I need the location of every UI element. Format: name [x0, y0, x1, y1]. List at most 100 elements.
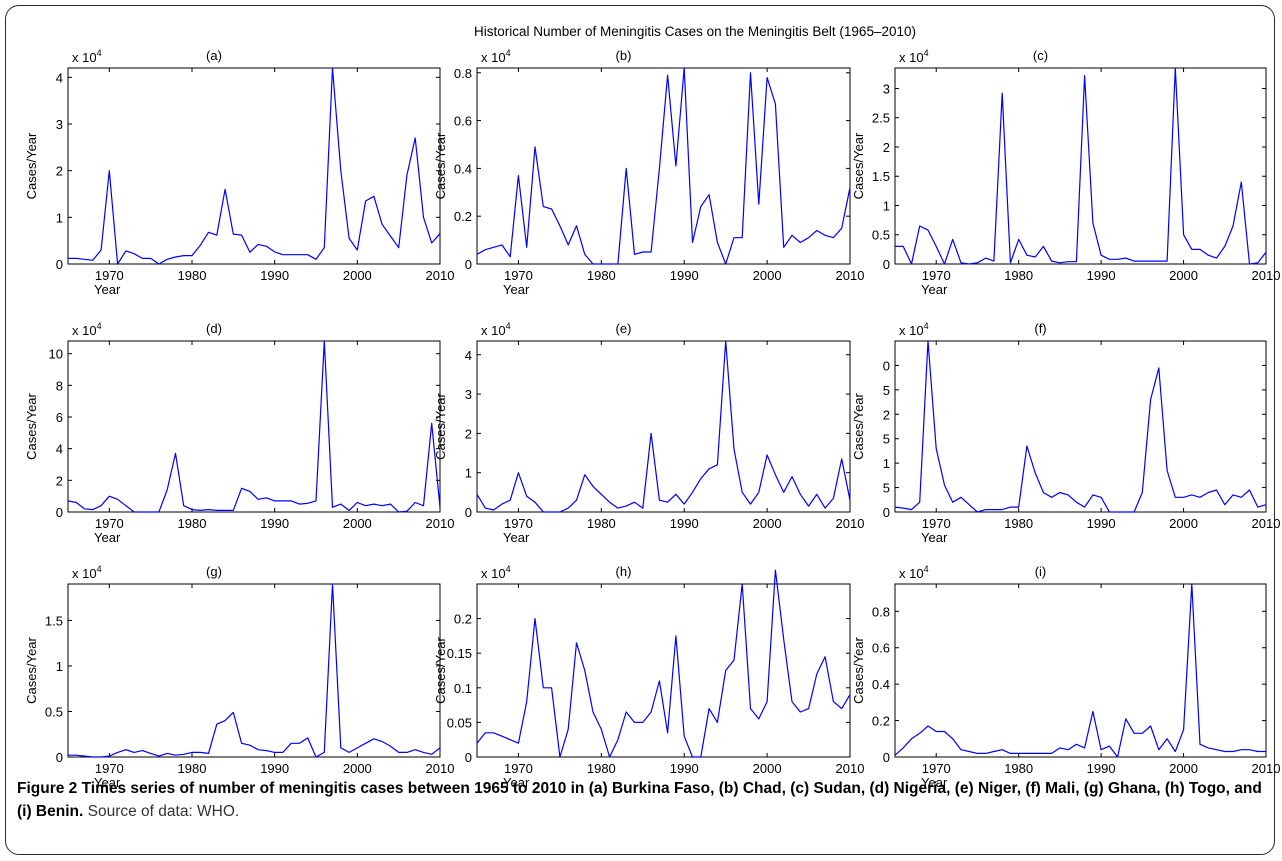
- y-tick-label: 0.6: [872, 641, 890, 656]
- x-tick-label: 2010: [426, 516, 455, 531]
- x-tick-label: 2000: [753, 761, 782, 776]
- y-tick-label: 0: [883, 358, 890, 373]
- series-line: [68, 583, 441, 758]
- scale-exponent: 4: [97, 321, 102, 331]
- x-tick-label: 1990: [1087, 761, 1116, 776]
- scale-base: x 10: [899, 566, 924, 581]
- y-tick-label: 6: [56, 410, 63, 425]
- x-axis-label: Year: [921, 775, 948, 790]
- y-tick-label: 3: [56, 117, 63, 132]
- caption-main: Figure 2 Times series of number of menin…: [17, 780, 1262, 820]
- y-tick-label: 0.5: [872, 228, 890, 243]
- panel-label: (i): [1035, 564, 1047, 579]
- y-tick-label: 5: [883, 432, 890, 447]
- y-axis-label: Cases/Year: [433, 636, 448, 703]
- x-tick-label: 1970: [922, 761, 951, 776]
- y-tick-label: 2.5: [872, 111, 890, 126]
- x-axis-label: Year: [503, 775, 530, 790]
- y-tick-label: 1.5: [45, 613, 63, 628]
- series-line: [67, 340, 441, 513]
- x-tick-label: 1990: [670, 516, 699, 531]
- y-tick-label: 1: [883, 198, 890, 213]
- figure-caption: Figure 2 Times series of number of menin…: [17, 777, 1262, 823]
- x-tick-label: 1980: [178, 516, 207, 531]
- x-tick-label: 2010: [836, 516, 865, 531]
- y-axis-label: Cases/Year: [24, 132, 39, 199]
- y-tick-label: 0.2: [454, 209, 472, 224]
- series-line: [476, 67, 851, 265]
- panel-label: (a): [206, 48, 222, 63]
- x-axis-label: Year: [94, 282, 121, 297]
- y-tick-label: 4: [56, 442, 63, 457]
- axis-scale-factor: x 104: [72, 48, 102, 65]
- y-tick-label: 4: [465, 348, 472, 363]
- y-tick-label: 0.6: [454, 114, 472, 129]
- axes-box: [894, 67, 1267, 265]
- axes-box: [476, 67, 851, 265]
- x-tick-label: 2010: [1252, 761, 1281, 776]
- x-tick-label: 2010: [426, 268, 455, 283]
- x-axis-label: Year: [94, 530, 121, 545]
- axis-scale-factor: x 104: [899, 564, 929, 581]
- x-axis-label: Year: [503, 282, 530, 297]
- panel-h: 1970 1980 1990 2000 2010 0 0.05 0.1 0.15 0.2 (h) x …: [433, 564, 864, 790]
- axes-box: [476, 583, 851, 758]
- x-tick-label: 1980: [178, 268, 207, 283]
- y-tick-label: 0: [465, 750, 472, 765]
- axes-box: [894, 583, 1267, 758]
- x-tick-label: 2010: [426, 761, 455, 776]
- y-tick-label: 0.1: [454, 681, 472, 696]
- scale-base: x 10: [72, 566, 97, 581]
- panel-f: 1970 1980 1990 2000 2010 0 5 1 5 2 5 0 (f) x 104 Year C…: [851, 321, 1280, 545]
- x-tick-label: 1990: [260, 516, 289, 531]
- x-tick-label: 1980: [587, 516, 616, 531]
- panel-label: (f): [1034, 321, 1046, 336]
- axis-scale-factor: x 104: [72, 564, 102, 581]
- x-axis-label: Year: [94, 775, 121, 790]
- scale-base: x 10: [481, 323, 506, 338]
- panel-label: (g): [206, 564, 222, 579]
- y-tick-label: 0.5: [45, 704, 63, 719]
- scale-base: x 10: [481, 50, 506, 65]
- scale-base: x 10: [899, 50, 924, 65]
- axes-box: [476, 340, 851, 513]
- y-tick-label: 4: [56, 70, 63, 85]
- x-tick-label: 1990: [260, 761, 289, 776]
- panel-label: (d): [206, 321, 222, 336]
- y-axis-label: Cases/Year: [24, 392, 39, 459]
- y-tick-label: 2: [883, 140, 890, 155]
- axis-scale-factor: x 104: [481, 321, 511, 338]
- y-tick-label: 0: [56, 505, 63, 520]
- y-tick-label: 10: [49, 347, 63, 362]
- x-tick-label: 1980: [587, 761, 616, 776]
- y-axis-label: Cases/Year: [24, 636, 39, 703]
- scale-exponent: 4: [97, 564, 102, 574]
- scale-base: x 10: [72, 323, 97, 338]
- x-tick-label: 1970: [922, 516, 951, 531]
- scale-base: x 10: [72, 50, 97, 65]
- scale-exponent: 4: [924, 48, 929, 58]
- x-tick-label: 1990: [1087, 268, 1116, 283]
- y-tick-label: 0: [883, 257, 890, 272]
- x-tick-label: 2000: [343, 761, 372, 776]
- y-tick-label: 0: [56, 257, 63, 272]
- y-tick-label: 1: [883, 456, 890, 471]
- x-tick-label: 2000: [1169, 761, 1198, 776]
- y-tick-label: 0.2: [454, 612, 472, 627]
- x-axis-label: Year: [503, 530, 530, 545]
- y-tick-label: 0.8: [454, 66, 472, 81]
- scale-exponent: 4: [924, 321, 929, 331]
- scale-exponent: 4: [506, 48, 511, 58]
- scale-exponent: 4: [924, 564, 929, 574]
- y-tick-label: 0.15: [447, 646, 472, 661]
- y-tick-label: 2: [56, 473, 63, 488]
- y-tick-label: 3: [883, 81, 890, 96]
- y-tick-label: 0.8: [872, 604, 890, 619]
- panel-b: 1970 1980 1990 2000 2010 0 0.2 0.4 0.6 0.8 (b) x 10…: [433, 48, 864, 297]
- y-tick-label: 2: [883, 407, 890, 422]
- y-tick-label: 1: [56, 659, 63, 674]
- y-tick-label: 0: [56, 750, 63, 765]
